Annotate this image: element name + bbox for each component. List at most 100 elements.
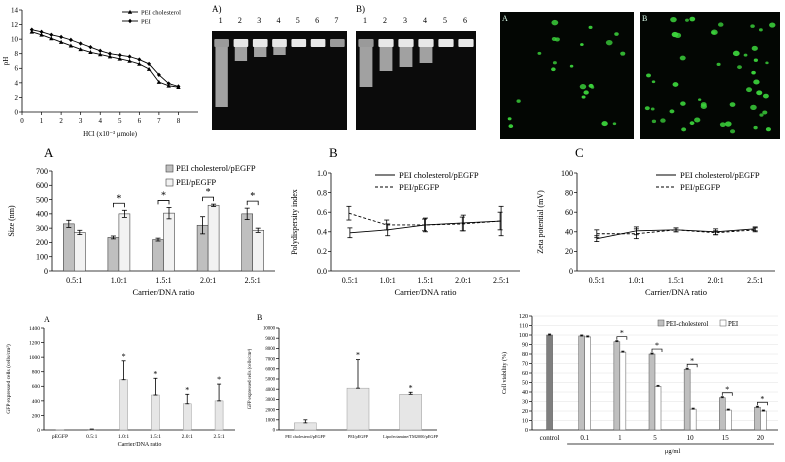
gel-lane-label: 4 xyxy=(277,16,281,25)
gel-well-band xyxy=(418,39,433,47)
data-point-diamond xyxy=(40,30,44,34)
significance-star: * xyxy=(116,193,121,204)
bar xyxy=(655,386,661,430)
data-point-triangle xyxy=(147,67,151,71)
y-tick-label: 40 xyxy=(565,228,573,237)
y-tick-label: 30 xyxy=(522,400,528,406)
gel-b-image xyxy=(356,31,476,130)
fluorescent-cell xyxy=(646,73,651,77)
fluorescent-cell xyxy=(580,84,586,89)
fluorescent-cell xyxy=(730,102,736,107)
bar xyxy=(242,214,253,271)
bar xyxy=(719,398,725,430)
fluorescent-cell xyxy=(744,54,748,57)
y-tick-label: 600 xyxy=(36,181,48,190)
x-axis-label: Carrier/DNA ratio xyxy=(132,287,194,297)
fluorescent-cell xyxy=(746,87,752,92)
x-tick-label: 7 xyxy=(157,117,161,125)
fluorescent-cell xyxy=(553,61,557,64)
y-tick-label: 400 xyxy=(32,399,41,405)
y-tick-label: 0.2 xyxy=(317,247,327,256)
fluor-panel-a: A xyxy=(500,12,634,139)
significance-star: * xyxy=(217,375,221,384)
x-tick-label: 2.5:1 xyxy=(245,276,261,285)
y-tick-label: 10 xyxy=(522,419,528,425)
x-tick-label: 1.0:1 xyxy=(628,276,644,285)
fluorescent-cell xyxy=(681,127,686,131)
x-tick-label: 0 xyxy=(20,117,24,125)
y-tick-label: 4000 xyxy=(265,388,275,393)
panel-label: A xyxy=(44,145,54,160)
bar xyxy=(620,352,626,430)
y-tick-label: 700 xyxy=(36,167,48,176)
fluorescent-cell xyxy=(690,121,695,125)
gel-well-band xyxy=(378,39,393,47)
significance-star: * xyxy=(250,191,255,202)
data-point-diamond xyxy=(79,41,83,45)
fluorescent-cell xyxy=(508,117,512,120)
gel-smear xyxy=(215,47,227,107)
y-tick-label: 50 xyxy=(522,381,528,387)
y-tick-label: 1000 xyxy=(265,418,275,423)
gel-well-band xyxy=(272,39,287,47)
x-tick-label: 2 xyxy=(59,117,63,125)
y-tick-label: 0 xyxy=(44,267,48,276)
x-axis-label: HCl (x10⁻³ μmole) xyxy=(83,130,138,138)
x-tick-label: 0.5:1 xyxy=(86,434,97,440)
x-tick-label: 0.5:1 xyxy=(342,276,358,285)
fluorescent-cell xyxy=(751,71,756,75)
y-tick-label: 9000 xyxy=(265,337,275,342)
fluorescent-cell xyxy=(680,101,686,105)
data-point-diamond xyxy=(137,57,141,61)
legend-label: PEI-cholesterol xyxy=(666,321,708,328)
y-axis-label: Size (nm) xyxy=(7,205,16,237)
significance-star: * xyxy=(356,351,360,360)
x-tick-label: 15 xyxy=(722,434,730,442)
significance-star: * xyxy=(690,356,694,365)
fluorescent-cell xyxy=(701,102,707,107)
x-tick-label: PEI/pEGFP xyxy=(348,434,369,439)
x-tick-label: 1 xyxy=(618,434,622,442)
fluorescent-cell xyxy=(750,24,754,28)
y-axis-label: Zeta potential (mV) xyxy=(536,190,545,254)
fluorescent-cell xyxy=(613,122,616,125)
y-tick-label: 1000 xyxy=(29,355,40,361)
gel-a-image xyxy=(212,31,347,130)
y-tick-label: 2000 xyxy=(265,408,275,413)
fluorescent-cell xyxy=(711,30,718,35)
y-tick-label: 1400 xyxy=(29,326,40,332)
bar xyxy=(690,409,696,430)
fluorescent-cell xyxy=(589,26,593,29)
y-tick-label: 800 xyxy=(32,370,41,376)
y-tick-label: 3000 xyxy=(265,398,275,403)
significance-star: * xyxy=(409,383,413,392)
x-axis-label: Carrier/DNA ratio xyxy=(645,287,707,297)
x-axis-label: Carrier/DNA ratio xyxy=(118,442,162,448)
gel-lane-label: 3 xyxy=(403,16,407,25)
fluorescent-cell xyxy=(614,32,619,36)
bar xyxy=(215,401,223,430)
gel-smear xyxy=(273,47,285,55)
legend-label: PEI/pEGFP xyxy=(680,182,720,192)
fluorescent-cell xyxy=(582,95,586,98)
significance-star: * xyxy=(760,394,764,403)
gel-well-band xyxy=(253,39,268,47)
x-tick-label: PEI cholesterol/pEGFP xyxy=(285,434,326,439)
y-axis-label: pH xyxy=(2,57,10,66)
bar xyxy=(153,240,164,271)
legend-label: PEI cholesterol/pEGFP xyxy=(680,170,760,180)
fluorescent-cell xyxy=(753,79,759,84)
fluorescent-cell xyxy=(606,40,613,45)
bar xyxy=(547,335,553,430)
legend-marker xyxy=(128,19,132,23)
gel-lane-label: 1 xyxy=(219,16,223,25)
legend-swatch xyxy=(166,179,173,186)
